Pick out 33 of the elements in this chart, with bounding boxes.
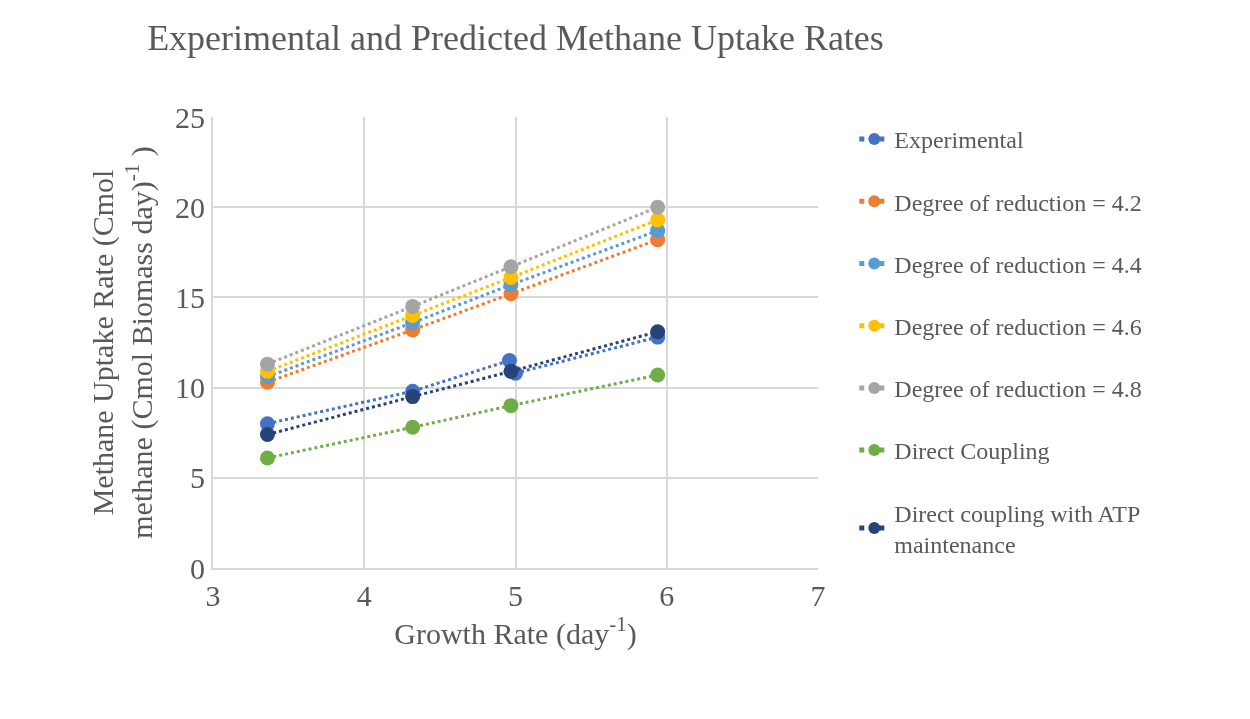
point — [650, 324, 666, 340]
y-tick-label: 25 — [175, 100, 205, 134]
point — [503, 363, 519, 379]
y-tick-label: 0 — [190, 551, 205, 585]
point — [650, 212, 666, 228]
point — [259, 356, 275, 372]
point — [650, 199, 666, 215]
point — [650, 367, 666, 383]
point — [405, 298, 421, 314]
y-tick-label: 5 — [190, 461, 205, 495]
chart-title: Experimental and Predicted Methane Uptake Rates — [147, 18, 884, 59]
point — [259, 427, 275, 442]
legend-label: Degree of reduction = 4.6 — [894, 314, 1142, 341]
x-tick-label: 4 — [356, 579, 372, 612]
y-tick-label: 15 — [175, 280, 205, 314]
x-tick-label: 7 — [810, 579, 826, 612]
point — [503, 259, 519, 275]
x-tick-label: 6 — [659, 579, 675, 612]
legend-label: Degree of reduction = 4.8 — [894, 376, 1142, 403]
legend-label: Direct coupling with ATP maintenance — [894, 500, 1141, 558]
point — [259, 450, 275, 466]
legend-label: Degree of reduction = 4.4 — [894, 251, 1142, 278]
x-tick-label: 5 — [508, 579, 523, 612]
y-tick-label: 20 — [175, 190, 205, 224]
point — [405, 389, 421, 405]
legend-label: Direct Coupling — [894, 438, 1050, 465]
point — [503, 398, 519, 414]
x-axis-title: Growth Rate (day$^{-1}$) — [394, 612, 637, 651]
legend-label: Degree of reduction = 4.2 — [894, 189, 1142, 216]
legend-label: Experimental — [894, 127, 1024, 154]
point — [405, 419, 421, 435]
x-tick-label: 3 — [205, 579, 221, 612]
y-tick-label: 10 — [175, 371, 205, 405]
